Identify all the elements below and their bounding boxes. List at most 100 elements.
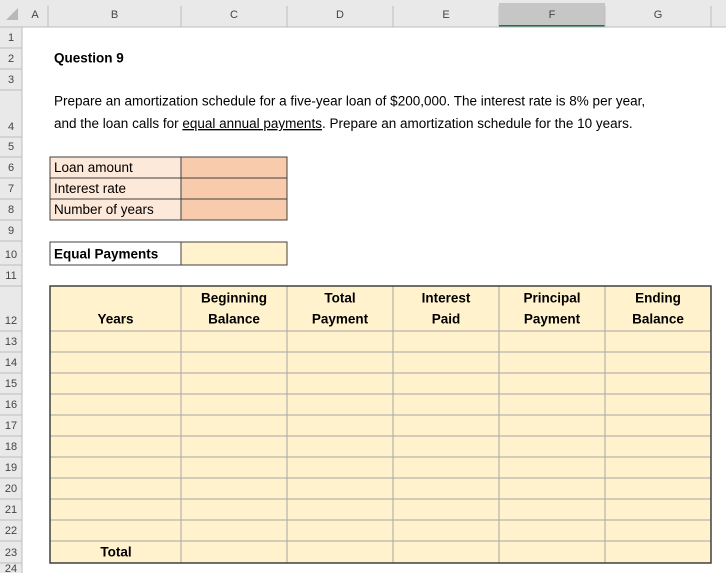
table-cell[interactable] [499, 394, 605, 415]
table-cell[interactable] [393, 394, 499, 415]
table-cell[interactable] [50, 352, 181, 373]
row-header[interactable]: 1 [8, 32, 14, 44]
table-cell[interactable] [287, 478, 393, 499]
row-header[interactable]: 24 [5, 563, 17, 573]
row-header[interactable]: 10 [5, 249, 17, 261]
table-cell[interactable] [181, 520, 287, 541]
table-cell[interactable] [50, 520, 181, 541]
table-cell[interactable] [499, 520, 605, 541]
column-header[interactable]: A [31, 9, 39, 21]
table-cell[interactable] [287, 457, 393, 478]
table-cell[interactable] [287, 436, 393, 457]
table-cell[interactable] [393, 541, 499, 563]
row-header[interactable]: 17 [5, 420, 17, 432]
table-cell[interactable] [499, 436, 605, 457]
table-cell[interactable] [287, 373, 393, 394]
input-cell[interactable] [180, 156, 288, 179]
table-cell[interactable] [393, 415, 499, 436]
row-header[interactable]: 23 [5, 547, 17, 559]
table-cell[interactable] [499, 415, 605, 436]
table-cell[interactable] [499, 478, 605, 499]
column-header[interactable]: G [654, 9, 663, 21]
table-cell[interactable] [393, 520, 499, 541]
table-cell[interactable] [181, 457, 287, 478]
table-cell[interactable] [287, 499, 393, 520]
table-cell[interactable] [50, 499, 181, 520]
table-cell[interactable] [287, 331, 393, 352]
table-cell[interactable] [499, 373, 605, 394]
table-cell[interactable] [181, 436, 287, 457]
row-header[interactable]: 3 [8, 74, 14, 86]
table-cell[interactable] [499, 457, 605, 478]
table-cell[interactable] [50, 394, 181, 415]
row-header[interactable]: 4 [8, 121, 14, 133]
row-header[interactable]: 2 [8, 53, 14, 65]
row-header[interactable]: 8 [8, 204, 14, 216]
column-header[interactable]: E [442, 9, 449, 21]
table-cell[interactable] [50, 331, 181, 352]
table-cell[interactable] [181, 541, 287, 563]
column-header[interactable]: C [230, 9, 238, 21]
table-cell[interactable] [181, 478, 287, 499]
table-cell[interactable] [393, 352, 499, 373]
table-cell[interactable] [393, 457, 499, 478]
table-cell[interactable] [50, 373, 181, 394]
table-cell[interactable] [605, 331, 711, 352]
payment-cell[interactable] [180, 241, 288, 266]
table-cell[interactable] [181, 415, 287, 436]
row-header[interactable]: 18 [5, 441, 17, 453]
row-header[interactable]: 16 [5, 399, 17, 411]
table-cell[interactable] [605, 520, 711, 541]
row-header[interactable]: 15 [5, 378, 17, 390]
row-header[interactable]: 22 [5, 525, 17, 537]
column-header[interactable]: D [336, 9, 344, 21]
row-header[interactable]: 20 [5, 483, 17, 495]
table-cell[interactable] [181, 499, 287, 520]
row-header[interactable]: 7 [8, 183, 14, 195]
column-header[interactable]: F [549, 9, 556, 21]
input-cell[interactable] [180, 198, 288, 221]
table-cell[interactable] [393, 499, 499, 520]
row-header[interactable]: 12 [5, 315, 17, 327]
table-cell[interactable] [181, 373, 287, 394]
table-cell[interactable] [605, 415, 711, 436]
table-cell[interactable] [499, 499, 605, 520]
table-cell[interactable] [287, 415, 393, 436]
table-cell[interactable] [50, 415, 181, 436]
table-cell[interactable] [499, 352, 605, 373]
table-cell[interactable] [50, 478, 181, 499]
table-cell[interactable] [181, 352, 287, 373]
table-cell[interactable] [605, 541, 711, 563]
table-cell[interactable] [605, 478, 711, 499]
select-all[interactable] [6, 8, 18, 20]
row-header[interactable]: 6 [8, 162, 14, 174]
table-cell[interactable] [50, 457, 181, 478]
table-cell[interactable] [287, 541, 393, 563]
table-cell[interactable] [605, 499, 711, 520]
column-header[interactable]: B [111, 9, 118, 21]
row-header[interactable]: 9 [8, 225, 14, 237]
row-header[interactable]: 19 [5, 462, 17, 474]
row-header[interactable]: 11 [5, 270, 16, 282]
table-cell[interactable] [605, 394, 711, 415]
table-cell[interactable] [499, 331, 605, 352]
row-header[interactable]: 21 [5, 504, 17, 516]
row-header[interactable]: 13 [5, 336, 17, 348]
table-cell[interactable] [393, 373, 499, 394]
table-cell[interactable] [393, 478, 499, 499]
table-cell[interactable] [605, 352, 711, 373]
table-cell[interactable] [287, 520, 393, 541]
table-cell[interactable] [50, 436, 181, 457]
table-cell[interactable] [499, 541, 605, 563]
table-cell[interactable] [393, 331, 499, 352]
row-header[interactable]: 5 [8, 141, 14, 153]
table-cell[interactable] [181, 331, 287, 352]
input-cell[interactable] [180, 177, 288, 200]
table-cell[interactable] [287, 394, 393, 415]
table-cell[interactable] [181, 394, 287, 415]
row-header[interactable]: 14 [5, 357, 17, 369]
table-cell[interactable] [605, 373, 711, 394]
table-cell[interactable] [605, 436, 711, 457]
table-cell[interactable] [605, 457, 711, 478]
table-cell[interactable] [393, 436, 499, 457]
